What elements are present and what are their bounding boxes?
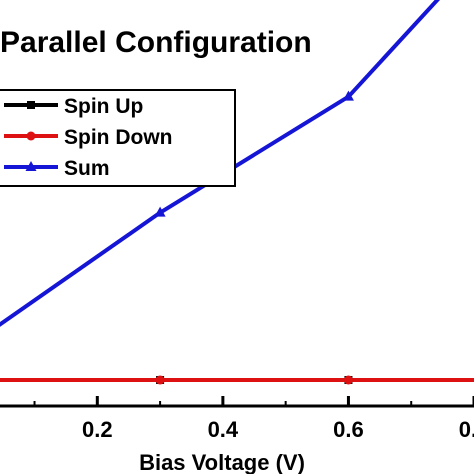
x-axis-label: Bias Voltage (V) [139, 450, 305, 474]
x-tick-label: 0.4 [208, 417, 239, 442]
data-point [155, 375, 165, 385]
legend-item-sum: Sum [4, 157, 110, 180]
data-point [342, 90, 354, 101]
data-point [154, 206, 166, 217]
legend-marker [27, 101, 35, 109]
series-sum [0, 0, 440, 327]
x-tick-label: 0.8 [459, 417, 474, 442]
data-point [343, 375, 353, 385]
series-line [0, 0, 440, 327]
legend-item-spin-up: Spin Up [4, 95, 143, 118]
chart-title: Parallel Configuration [0, 26, 312, 59]
legend-label: Sum [64, 157, 110, 180]
legend-item-spin-down: Spin Down [4, 126, 173, 149]
x-tick-label: 0.6 [333, 417, 364, 442]
legend-label: Spin Up [64, 95, 143, 118]
legend-marker [25, 161, 37, 171]
x-axis: 0.2 0.4 0.6 0.8 [0, 396, 474, 442]
x-tick-label: 0.2 [82, 417, 113, 442]
plot-area [0, 0, 474, 385]
series-spin-down [0, 375, 474, 385]
legend-marker [26, 131, 36, 141]
legend-label: Spin Down [64, 126, 173, 149]
legend: Spin Up Spin Down Sum [0, 89, 236, 187]
